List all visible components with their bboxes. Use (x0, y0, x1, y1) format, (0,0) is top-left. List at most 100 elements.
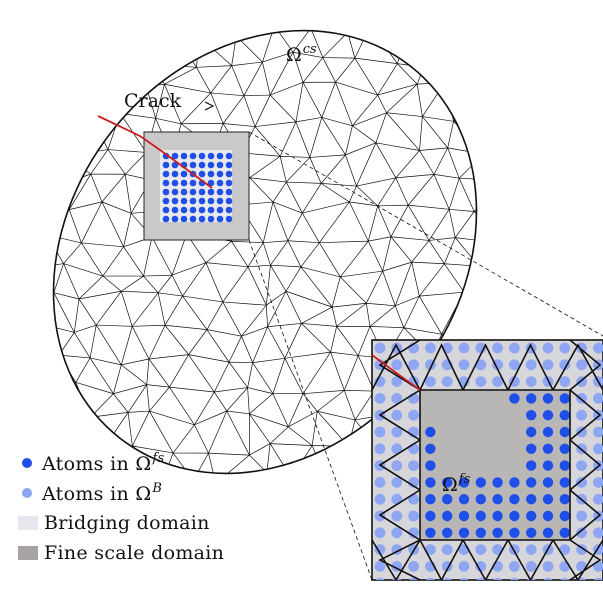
bridge-atom (576, 544, 587, 555)
bridge-atom (374, 493, 386, 505)
bridge-atom (458, 342, 470, 354)
fine-atom (559, 477, 570, 488)
bridge-atom (374, 393, 386, 404)
bridge-atom (492, 376, 503, 387)
bridge-atom (408, 561, 419, 572)
fine-atom (162, 152, 170, 160)
zoom-connectors (248, 131, 603, 581)
embedded-fine-region (143, 131, 250, 241)
fine-atom (189, 206, 197, 214)
legend-item-fine-atoms: Atoms in Ωfs (18, 448, 278, 478)
bridge-atom (559, 376, 571, 387)
fine-atom (180, 179, 188, 187)
fine-atom (198, 197, 206, 205)
fine-atom (171, 188, 179, 196)
fine-atom (216, 170, 224, 178)
fine-atom (207, 197, 215, 205)
omega-cs-label: Ωcs (286, 42, 317, 66)
fine-atom (225, 179, 233, 187)
bridge-atom (559, 544, 571, 555)
fine-atom (180, 197, 188, 205)
fine-atom (542, 426, 554, 438)
fine-atom (542, 477, 554, 488)
fine-atom (425, 527, 436, 538)
fine-atom (542, 494, 554, 505)
bridge-atom (543, 577, 553, 580)
legend-item-fine-scale-domain: Fine scale domain (18, 538, 278, 568)
fine-atom-dot-icon (22, 458, 32, 468)
fine-atom (458, 494, 470, 505)
bridge-atom (493, 577, 502, 580)
bridge-atom (425, 342, 436, 354)
bridge-atom (509, 342, 520, 354)
bridge-atom (593, 393, 603, 404)
fine-atom (216, 161, 224, 169)
bridge-atom (593, 477, 603, 488)
fine-atom (475, 494, 486, 505)
bridge-atom (475, 561, 487, 572)
crack-line (97, 115, 213, 189)
fine-atom-grid (162, 152, 233, 223)
fine-atom (162, 161, 170, 169)
fine-atom (425, 510, 436, 522)
fine-atom (526, 527, 537, 538)
fine-atom (475, 527, 486, 538)
bridge-atom (510, 577, 519, 580)
bridge-atom (476, 577, 486, 580)
zoom-mesh (372, 340, 603, 580)
bridge-atom (560, 577, 570, 580)
bridge-atom (391, 376, 403, 387)
fine-atom (559, 494, 570, 505)
bridge-atom (441, 376, 453, 387)
bridge-atom (593, 527, 603, 539)
fine-atom (492, 527, 503, 538)
bridge-atom (576, 409, 587, 421)
fine-atom (189, 215, 197, 223)
fine-atom (216, 179, 224, 187)
fine-atom (559, 443, 570, 454)
fine-atom (526, 443, 537, 454)
bridge-atom (458, 359, 470, 371)
fine-atom (207, 188, 215, 196)
fine-atom (475, 477, 486, 488)
bridge-atom (442, 577, 452, 580)
bridge-atom (459, 577, 469, 580)
fine-atom (216, 188, 224, 196)
fine-atom (162, 170, 170, 178)
fine-atom (198, 161, 206, 169)
fine-atom (180, 206, 188, 214)
fine-atom (225, 215, 233, 223)
fine-atom (509, 494, 520, 505)
bridge-atom (594, 577, 603, 580)
fine-atom (216, 206, 224, 214)
bridge-atom (559, 359, 571, 371)
fine-atom (526, 494, 537, 505)
bridge-atom (426, 577, 435, 580)
fine-atom (425, 443, 436, 454)
bridge-atom (408, 460, 419, 471)
crack-label: Crack (124, 90, 181, 112)
fine-atom (559, 393, 570, 404)
bridge-atom (374, 544, 386, 555)
fine-atom (425, 426, 436, 438)
fine-atom (425, 477, 436, 488)
fine-atom (225, 188, 233, 196)
fine-atom (198, 170, 206, 178)
fine-atom (198, 206, 206, 214)
fine-atom (509, 510, 520, 522)
legend-label: Bridging domain (44, 512, 210, 534)
fine-atom (162, 179, 170, 187)
omega-fs-label: Ωfs (442, 472, 470, 496)
bridging-domain-swatch-icon (18, 516, 38, 530)
bridge-atom (374, 561, 386, 572)
bridge-atom (509, 561, 520, 572)
bridge-atom (559, 342, 571, 354)
bridge-atom (408, 443, 419, 455)
bridge-atom (576, 426, 587, 438)
fine-atom (425, 494, 436, 505)
omega-symbol: Ω (286, 44, 302, 66)
bridge-atom (458, 561, 470, 572)
fine-atom (198, 188, 206, 196)
fine-atom (559, 426, 570, 438)
